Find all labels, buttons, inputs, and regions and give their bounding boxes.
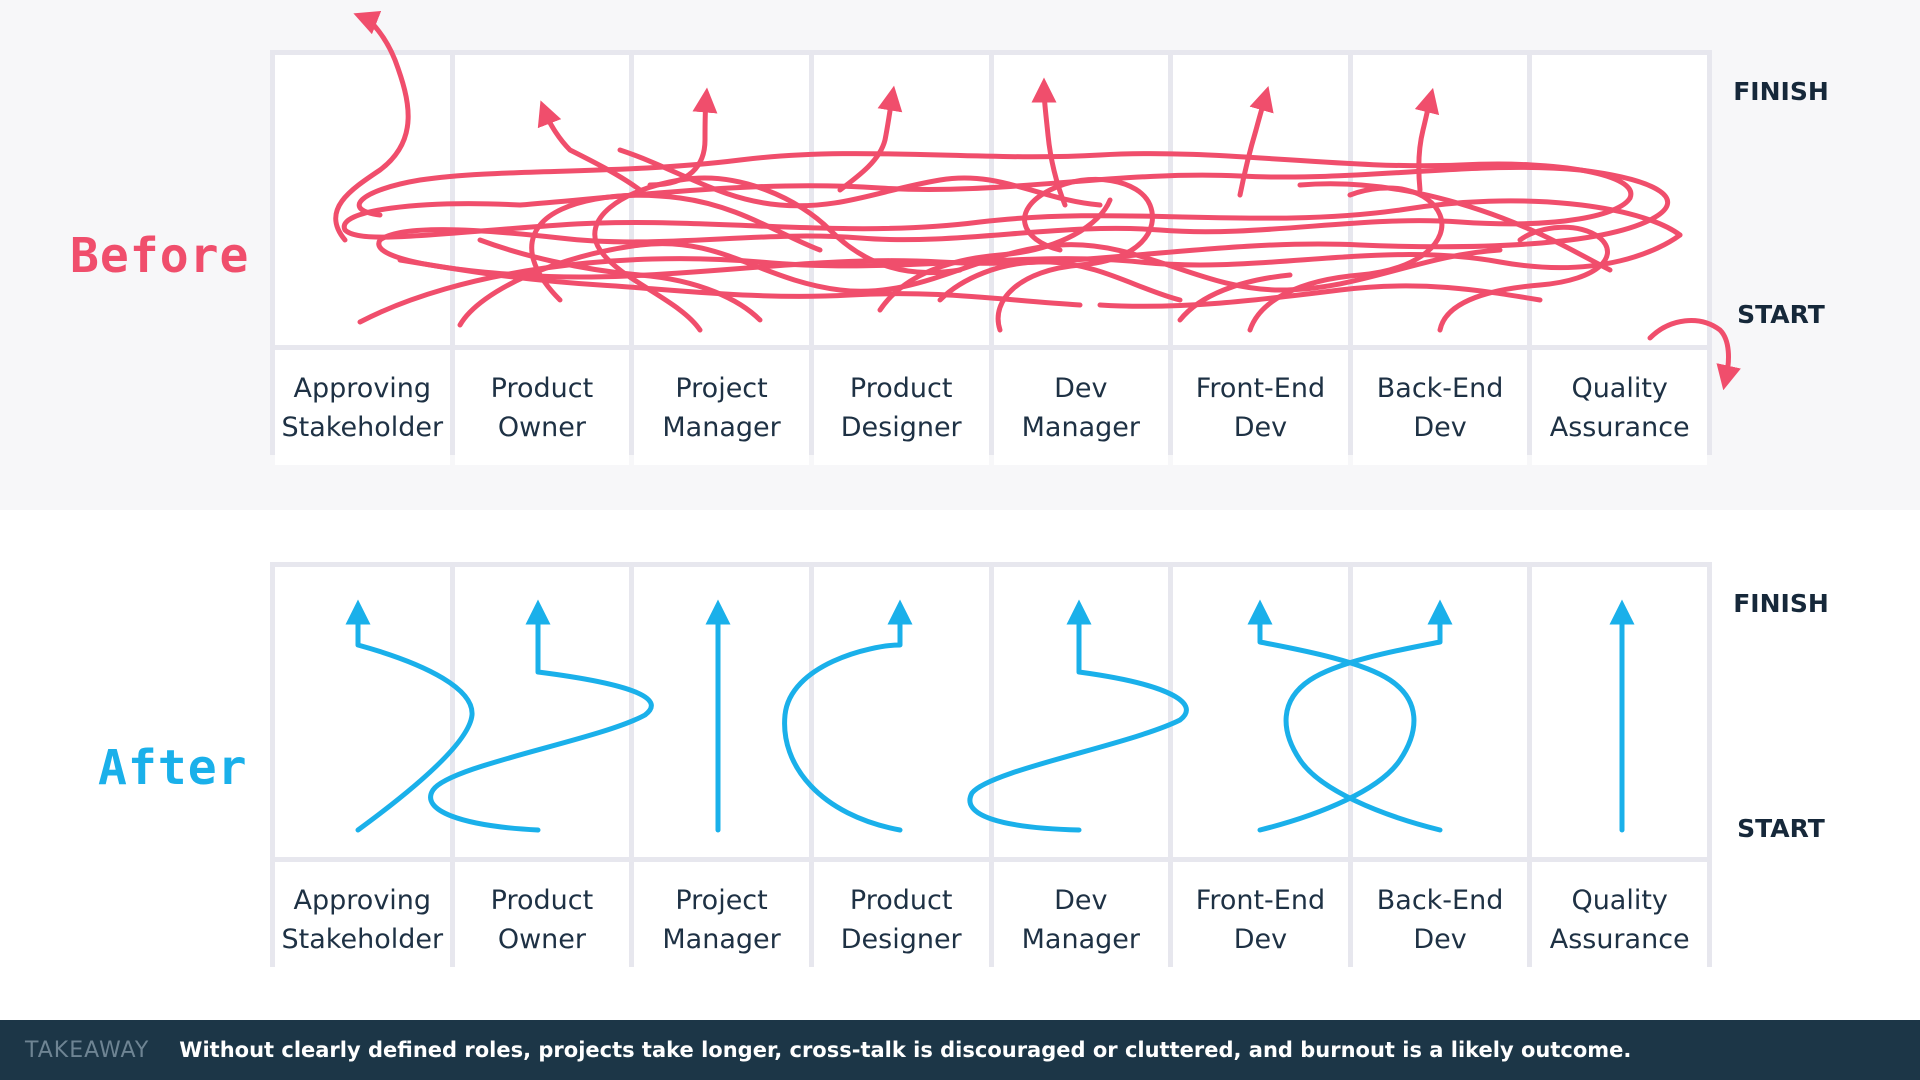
after-lane-grid: Approving Stakeholder Product Owner Projec… [270,562,1712,977]
lane-cell [813,567,989,857]
lane-cell [275,55,450,345]
before-lane-grid: Approving Stakeholder Product Owner Projec… [270,50,1712,465]
lane-label-project-manager: Project Manager [634,350,809,465]
lane-label-front-end-dev: Front-End Dev [1173,862,1348,977]
takeaway-tag: TAKEAWAY [25,1037,150,1063]
lane-cell [993,55,1169,345]
before-start-label: START [1737,300,1825,329]
takeaway-text: Without clearly defined roles, projects … [179,1038,1632,1062]
before-title: Before [70,228,250,284]
lane-label-quality-assurance: Quality Assurance [1532,862,1707,977]
lane-label-approving-stakeholder: Approving Stakeholder [275,862,450,977]
lane-label-product-designer: Product Designer [813,350,989,465]
lane-label-approving-stakeholder: Approving Stakeholder [275,350,450,465]
lane-label-front-end-dev: Front-End Dev [1173,350,1348,465]
after-title: After [98,740,248,796]
lane-label-product-owner: Product Owner [454,350,630,465]
lane-cell [1352,567,1528,857]
lane-cell [813,55,989,345]
lane-cell [1532,55,1707,345]
lane-label-product-designer: Product Designer [813,862,989,977]
lane-label-back-end-dev: Back-End Dev [1352,862,1528,977]
takeaway-footer: TAKEAWAY Without clearly defined roles, … [0,1020,1920,1080]
lane-label-quality-assurance: Quality Assurance [1532,350,1707,465]
lane-cell [634,55,809,345]
lane-label-dev-manager: Dev Manager [993,862,1169,977]
lane-cell [1532,567,1707,857]
before-finish-label: FINISH [1733,77,1829,106]
lane-cell [1173,55,1348,345]
lane-cell [454,567,630,857]
after-finish-label: FINISH [1733,589,1829,618]
after-start-label: START [1737,814,1825,843]
lane-cell [1352,55,1528,345]
lane-label-back-end-dev: Back-End Dev [1352,350,1528,465]
lane-cell [634,567,809,857]
lane-cell [275,567,450,857]
lane-cell [993,567,1169,857]
lane-cell [1173,567,1348,857]
lane-label-product-owner: Product Owner [454,862,630,977]
lane-cell [454,55,630,345]
lane-label-dev-manager: Dev Manager [993,350,1169,465]
lane-label-project-manager: Project Manager [634,862,809,977]
